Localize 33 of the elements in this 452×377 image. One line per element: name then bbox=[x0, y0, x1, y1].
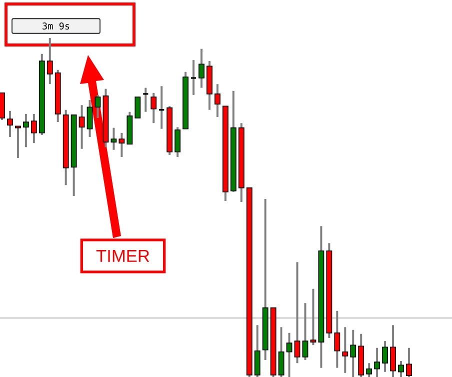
text: 3m 9s bbox=[42, 22, 70, 30]
candlestick bbox=[198, 48, 204, 89]
annotation: TIMER bbox=[96, 250, 150, 262]
candlestick bbox=[310, 288, 316, 346]
candlestick bbox=[214, 83, 220, 118]
candlestick bbox=[302, 302, 308, 362]
candlestick bbox=[366, 362, 372, 377]
candlestick bbox=[7, 110, 13, 138]
candlestick bbox=[30, 112, 37, 144]
candlestick bbox=[15, 125, 21, 159]
candlestick bbox=[398, 360, 404, 377]
candlestick bbox=[190, 59, 197, 96]
candlestick bbox=[286, 332, 292, 377]
candlestick bbox=[342, 326, 348, 374]
candlestick bbox=[158, 85, 165, 130]
candlestick bbox=[134, 96, 141, 118]
candlestick bbox=[350, 328, 356, 377]
candlestick bbox=[110, 126, 117, 151]
candlestick bbox=[118, 132, 125, 158]
candlestick bbox=[78, 104, 85, 150]
candlestick bbox=[174, 126, 181, 158]
candlestick bbox=[390, 324, 396, 377]
candlestick bbox=[94, 94, 101, 119]
candlestick bbox=[406, 346, 412, 377]
candlestick bbox=[22, 112, 29, 148]
candlestick bbox=[278, 326, 284, 377]
candlestick bbox=[334, 310, 340, 369]
candlestick bbox=[374, 346, 380, 377]
candlestick bbox=[142, 86, 149, 113]
candlestick bbox=[150, 92, 157, 124]
candlestick bbox=[382, 340, 388, 373]
candlestick bbox=[86, 99, 93, 138]
candlestick bbox=[294, 261, 300, 364]
